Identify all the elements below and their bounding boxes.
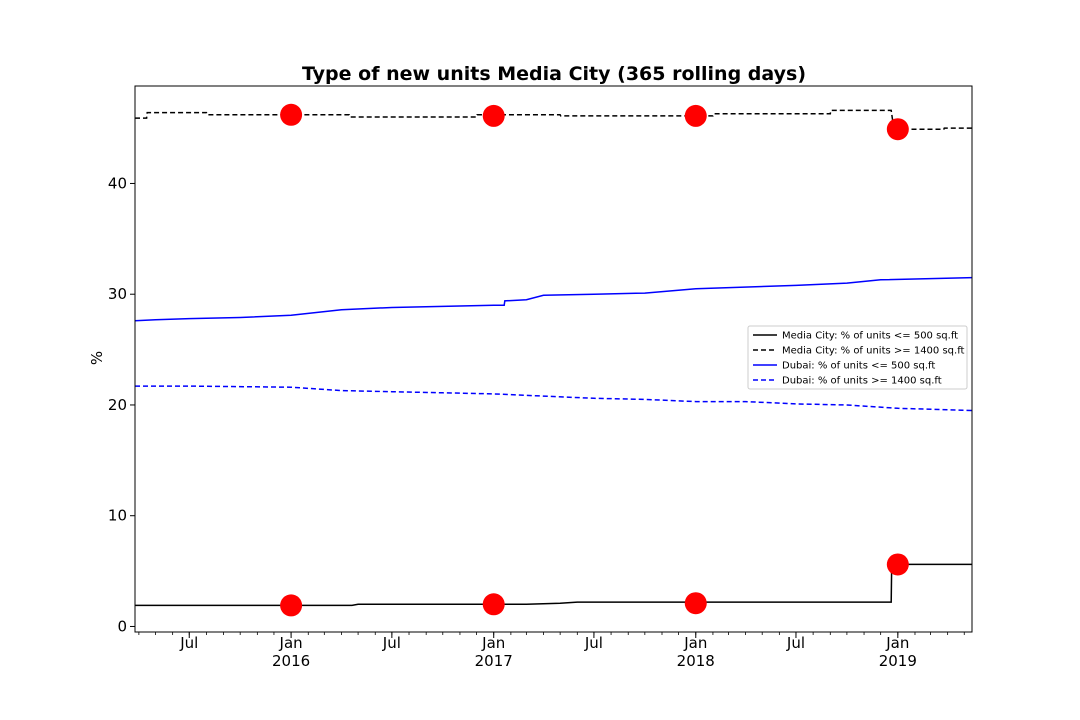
y-tick-label: 10 [108,507,127,525]
series-line-2 [134,276,973,322]
x-tick-label: Jan [481,634,505,652]
y-tick-label: 40 [108,174,127,192]
legend-label-2: Dubai: % of units <= 500 sq.ft [782,361,935,372]
legend: Media City: % of units <= 500 sq.ft Media… [747,325,968,390]
x-tick-year-label: 2018 [677,652,715,670]
y-tick-label: 0 [117,617,127,635]
x-tick-year-label: 2016 [272,652,310,670]
x-tick-label: Jul [179,634,198,652]
chart-title: Type of new units Media City (365 rollin… [302,63,806,85]
series-line-1 [135,109,972,130]
x-tick-label: Jul [584,634,603,652]
marker-point-3 [886,553,909,576]
y-axis-label: % [88,351,106,365]
x-tick-year-label: 2017 [475,652,513,670]
legend-box [747,325,968,390]
x-tick-label: Jul [382,634,401,652]
y-axis: 0 10 20 30 40 [108,174,135,635]
legend-label-1: Media City: % of units >= 1400 sq.ft [782,346,965,357]
x-tick-label: Jan [683,634,707,652]
series-line-3 [135,385,973,412]
series-line-0 [135,563,972,607]
legend-label-3: Dubai: % of units >= 1400 sq.ft [782,376,942,387]
y-tick-label: 30 [108,285,127,303]
x-tick-label: Jan [279,634,303,652]
y-tick-label: 20 [108,396,127,414]
plot-area [134,85,973,633]
legend-label-0: Media City: % of units <= 500 sq.ft [782,331,958,342]
x-tick-year-label: 2019 [879,652,917,670]
x-tick-label: Jan [885,634,909,652]
marker-point-5 [482,104,505,127]
marker-point-6 [684,104,707,127]
x-tick-label: Jul [786,634,805,652]
plot-frame [134,85,973,633]
marker-point-7 [886,118,909,141]
marker-point-2 [684,592,707,615]
marker-point-1 [482,593,505,616]
marker-point-4 [280,103,303,126]
marker-point-0 [280,594,303,617]
marker-layer [280,103,909,617]
